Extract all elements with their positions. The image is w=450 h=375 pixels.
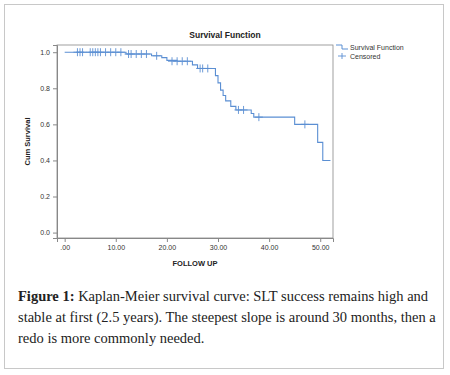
y-tick-mark (53, 160, 57, 161)
x-tick: 10.00 (108, 238, 126, 251)
y-tick-label: 0.4 (40, 157, 50, 164)
y-tick: 1.0 (40, 49, 57, 56)
censored-point (204, 64, 212, 72)
y-tick-mark (53, 88, 57, 89)
y-tick-label: 0.2 (40, 193, 50, 200)
plot-marks (65, 48, 331, 160)
y-tick-label: 1.0 (40, 49, 50, 56)
x-tick-mark (65, 238, 66, 242)
x-tick: 40.00 (261, 238, 279, 251)
x-tick-label: .00 (60, 244, 70, 251)
legend-label: Survival Function (350, 44, 404, 51)
y-tick: 0.0 (40, 229, 57, 236)
x-tick: 30.00 (210, 238, 228, 251)
x-tick-mark (167, 238, 168, 242)
legend-symbol (338, 53, 346, 59)
y-tick: 0.4 (40, 157, 57, 164)
x-tick-label: 20.00 (159, 244, 177, 251)
x-tick: .00 (60, 238, 70, 251)
survival-line (65, 52, 331, 160)
y-axis: 0.0 0.2 0.4 0.6 0.8 1.0 (40, 46, 57, 239)
x-tick-label: 40.00 (261, 244, 279, 251)
x-tick-label: 50.00 (312, 244, 330, 251)
x-tick-mark (116, 238, 117, 242)
censored-point (255, 113, 263, 121)
y-tick-label: 0.0 (40, 229, 50, 236)
censored-point (240, 106, 248, 114)
y-tick-label: 0.8 (40, 85, 50, 92)
y-tick-mark (53, 233, 57, 234)
chart-title: Survival Function (189, 30, 260, 40)
x-axis: .00 10.00 20.00 30.00 40.00 50.00 (58, 238, 334, 251)
y-tick-mark (53, 52, 57, 53)
censored-point (117, 48, 125, 56)
censored-point (79, 48, 87, 56)
y-tick: 0.6 (40, 121, 57, 128)
x-tick-mark (269, 238, 270, 242)
legend: Survival Function Censored (336, 44, 404, 60)
x-tick: 50.00 (312, 238, 330, 251)
censored-point (183, 57, 191, 65)
y-tick: 0.2 (40, 193, 57, 200)
chart: .00 10.00 20.00 30.00 40.00 50.00 0.0 0.2 0.4 0.6… (0, 0, 450, 282)
x-tick: 20.00 (159, 238, 177, 251)
y-tick-mark (53, 124, 57, 125)
plot-frame (57, 45, 333, 238)
censored-point (153, 52, 161, 60)
censored-marks (73, 48, 308, 128)
y-axis-line (53, 46, 58, 239)
legend-item: Survival Function (336, 44, 404, 51)
x-tick-label: 10.00 (108, 244, 126, 251)
x-tick-mark (218, 238, 219, 242)
legend-label: Censored (350, 53, 380, 60)
y-tick-label: 0.6 (40, 121, 50, 128)
caption-space (75, 288, 79, 304)
y-tick-mark (53, 197, 57, 198)
x-tick-mark (320, 238, 321, 242)
y-axis-title: Cum Survival (23, 118, 32, 166)
censored-point (301, 120, 309, 128)
x-tick-label: 30.00 (210, 244, 228, 251)
legend-symbol (336, 45, 348, 49)
x-axis-title: FOLLOW UP (173, 259, 218, 268)
censored-point (142, 50, 150, 58)
legend-item: Censored (338, 53, 380, 60)
y-tick: 0.8 (40, 85, 57, 92)
x-axis-line (58, 239, 334, 243)
caption-text: Kaplan-Meier survival curve: SLT success… (18, 288, 436, 346)
caption: Figure 1: Kaplan-Meier survival curve: S… (18, 286, 438, 349)
caption-label: Figure 1: (18, 288, 75, 304)
